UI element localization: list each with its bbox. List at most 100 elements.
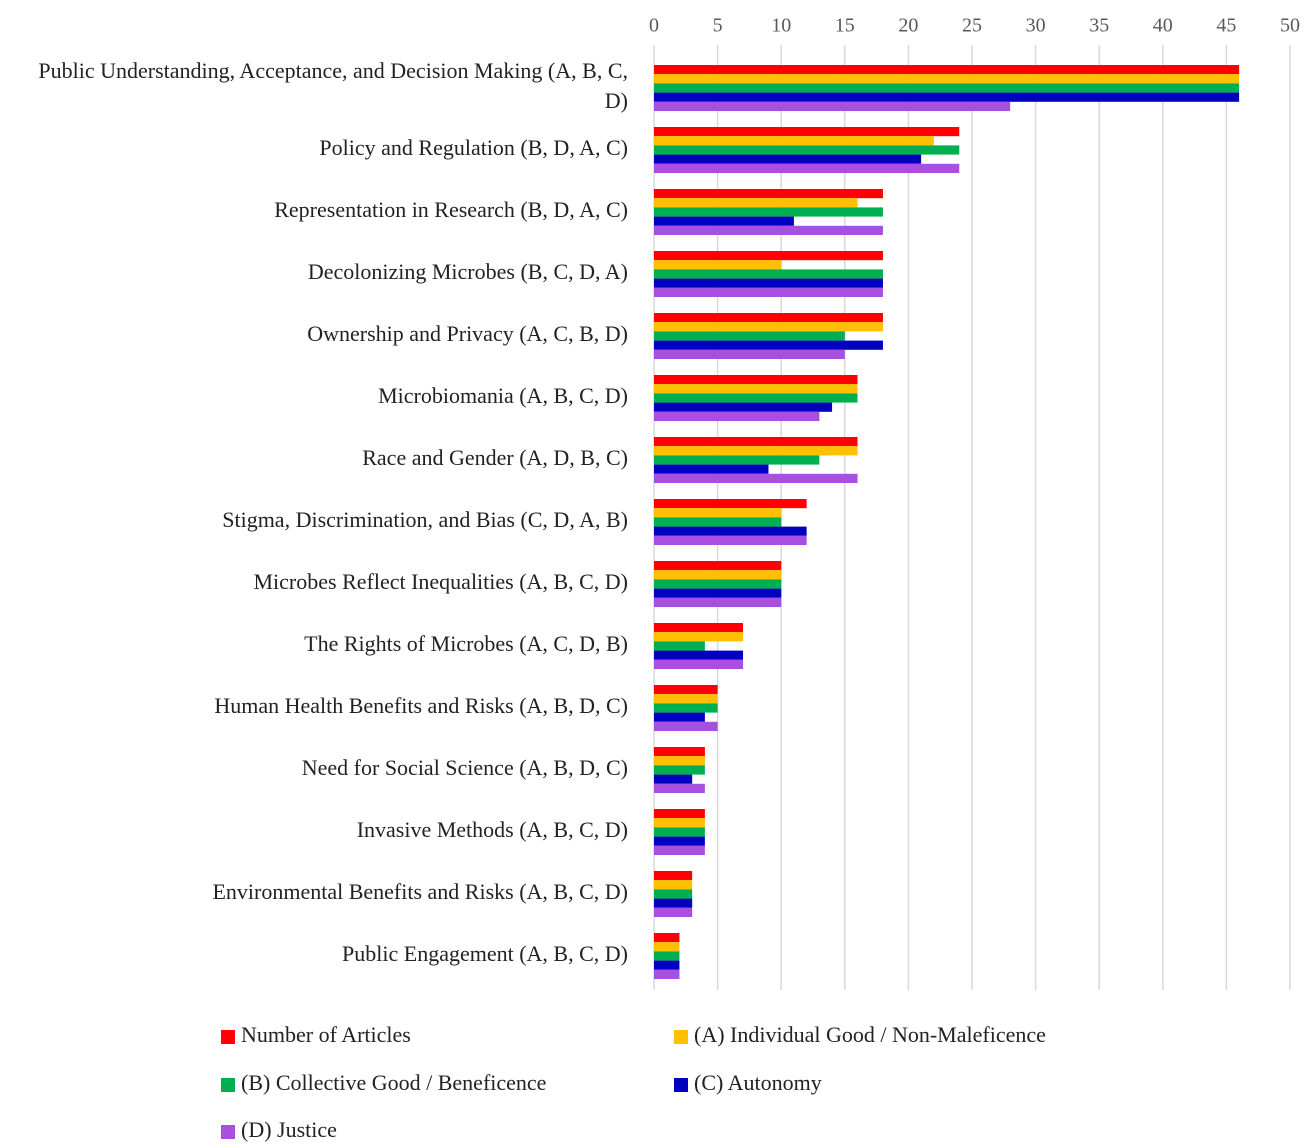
legend-swatch — [221, 1030, 235, 1044]
bar — [654, 92, 1240, 102]
bar — [654, 765, 705, 775]
bar — [654, 579, 782, 589]
bar — [654, 154, 922, 164]
category-label: Ownership and Privacy (A, C, B, D) — [307, 321, 628, 346]
bar — [654, 322, 883, 332]
bar — [654, 517, 782, 527]
x-tick-label: 25 — [962, 15, 982, 37]
legend-label: (D) Justice — [241, 1117, 337, 1142]
category-label: Human Health Benefits and Risks (A, B, D… — [214, 693, 628, 718]
bar — [654, 597, 782, 607]
x-tick-label: 20 — [898, 15, 918, 37]
bar — [654, 756, 705, 766]
bar — [654, 287, 883, 297]
category-label: Microbes Reflect Inequalities (A, B, C, … — [253, 569, 628, 594]
bar — [654, 703, 718, 713]
bar — [654, 402, 833, 412]
legend-swatch — [221, 1125, 235, 1139]
category-label: Decolonizing Microbes (B, C, D, A) — [308, 259, 628, 284]
category-label: Policy and Regulation (B, D, A, C) — [319, 135, 628, 160]
bar — [654, 827, 705, 837]
legend-swatch — [674, 1078, 688, 1092]
bar — [654, 694, 718, 704]
bar — [654, 650, 744, 660]
bar — [654, 561, 782, 571]
category-label: Environmental Benefits and Risks (A, B, … — [212, 879, 628, 904]
bar — [654, 747, 705, 757]
x-tick-label: 10 — [771, 15, 791, 37]
bar — [654, 251, 883, 261]
bar — [654, 473, 858, 483]
bar — [654, 269, 883, 279]
category-label-line: D) — [605, 88, 628, 113]
bar — [654, 198, 858, 208]
bar — [654, 384, 858, 394]
legend-label: Number of Articles — [241, 1022, 411, 1047]
bar — [654, 871, 693, 881]
bar — [654, 163, 960, 173]
bar — [654, 101, 1011, 111]
bar — [654, 437, 858, 447]
bar — [654, 641, 705, 651]
bar — [654, 623, 744, 633]
bar — [654, 74, 1240, 84]
category-label: Invasive Methods (A, B, C, D) — [357, 817, 628, 842]
bar — [654, 969, 680, 979]
bar — [654, 960, 680, 970]
category-label: Microbiomania (A, B, C, D) — [378, 383, 628, 408]
bar — [654, 455, 820, 465]
category-label: The Rights of Microbes (A, C, D, B) — [304, 631, 628, 656]
x-tick-label: 5 — [713, 15, 723, 37]
bar — [654, 499, 807, 509]
bar — [654, 659, 744, 669]
x-tick-label: 45 — [1216, 15, 1236, 37]
legend-label: (B) Collective Good / Beneficence — [241, 1070, 546, 1095]
category-label-line: Public Understanding, Acceptance, and De… — [38, 58, 628, 83]
bar — [654, 260, 782, 270]
bar — [654, 189, 883, 199]
legend-label: (A) Individual Good / Non-Maleficence — [694, 1022, 1046, 1047]
bar — [654, 216, 794, 226]
bar — [654, 508, 782, 518]
bar — [654, 349, 845, 359]
legend-swatch — [674, 1030, 688, 1044]
bar — [654, 136, 934, 146]
bar — [654, 83, 1240, 93]
category-label: Stigma, Discrimination, and Bias (C, D, … — [222, 507, 628, 532]
x-tick-label: 40 — [1153, 15, 1173, 37]
legend-swatch — [221, 1078, 235, 1092]
bar — [654, 464, 769, 474]
bar — [654, 340, 883, 350]
bar — [654, 818, 705, 828]
bar — [654, 331, 845, 341]
x-tick-label: 35 — [1089, 15, 1109, 37]
bar — [654, 685, 718, 695]
bar — [654, 535, 807, 545]
bar — [654, 313, 883, 323]
bar — [654, 411, 820, 421]
bar — [654, 880, 693, 890]
bar — [654, 145, 960, 155]
bar — [654, 278, 883, 288]
bar — [654, 809, 705, 819]
bar — [654, 898, 693, 908]
bar — [654, 225, 883, 235]
bar — [654, 526, 807, 536]
bar — [654, 65, 1240, 75]
bar — [654, 933, 680, 943]
x-tick-label: 0 — [649, 15, 659, 37]
bar — [654, 774, 693, 784]
category-label: Race and Gender (A, D, B, C) — [362, 445, 628, 470]
bar — [654, 836, 705, 846]
bar — [654, 207, 883, 217]
bar — [654, 907, 693, 917]
bar — [654, 632, 744, 642]
bar — [654, 951, 680, 961]
bar — [654, 942, 680, 952]
category-label: Public Engagement (A, B, C, D) — [342, 941, 628, 966]
bar — [654, 446, 858, 456]
bar — [654, 570, 782, 580]
bar — [654, 783, 705, 793]
bar — [654, 721, 718, 731]
